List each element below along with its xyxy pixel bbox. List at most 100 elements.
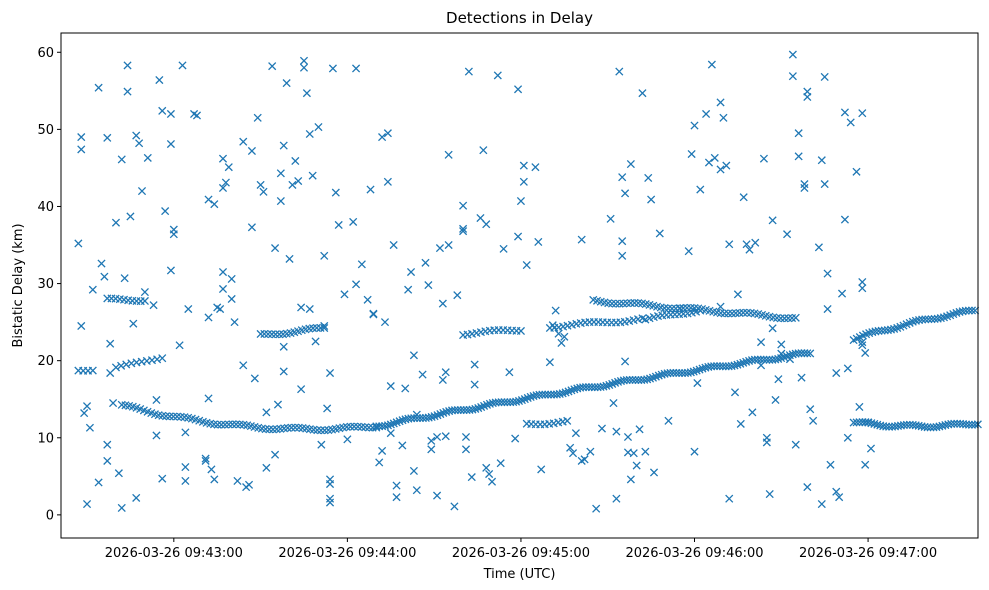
- detection-point: [748, 408, 757, 417]
- detection-point: [369, 309, 378, 318]
- track-point: [964, 420, 974, 429]
- detection-point: [218, 284, 228, 294]
- detection-point: [618, 251, 627, 260]
- track-point: [165, 412, 174, 421]
- detection-point: [114, 469, 123, 478]
- track-point: [882, 422, 891, 431]
- detection-point: [82, 402, 92, 411]
- track-point: [645, 374, 655, 383]
- detection-point: [690, 121, 699, 130]
- track-point: [791, 313, 800, 322]
- detection-point: [169, 225, 178, 234]
- detection-point: [218, 267, 228, 277]
- detection-point: [314, 123, 323, 132]
- track-point: [275, 330, 284, 339]
- detection-point: [626, 475, 635, 484]
- detection-point: [103, 133, 112, 142]
- detection-point: [435, 244, 445, 253]
- detection-point: [250, 374, 259, 383]
- track-point: [538, 390, 547, 399]
- detection-point: [710, 153, 719, 162]
- track-point: [350, 422, 359, 431]
- track-point: [516, 326, 526, 336]
- track-point: [630, 298, 639, 308]
- detection-point: [675, 304, 685, 313]
- detection-point: [279, 141, 288, 150]
- track-point: [383, 421, 393, 430]
- track-point: [654, 371, 663, 380]
- track-point: [555, 389, 564, 399]
- detection-point: [742, 240, 751, 249]
- detection-point: [441, 432, 450, 441]
- detection-point: [820, 72, 829, 82]
- detection-point: [479, 146, 488, 155]
- detection-point: [320, 251, 329, 260]
- detection-point: [519, 177, 528, 186]
- track-point: [427, 412, 436, 422]
- track-point: [784, 314, 793, 323]
- detection-point: [181, 463, 190, 472]
- detection-point: [247, 146, 256, 156]
- detection-point: [623, 432, 633, 442]
- track-point: [217, 420, 226, 429]
- detection-point: [794, 152, 803, 161]
- detection-point: [317, 440, 326, 449]
- detection-point: [771, 395, 780, 405]
- detection-point: [464, 67, 473, 76]
- detection-point: [291, 156, 300, 166]
- x-tick-label: 2026-03-26 09:46:00: [625, 546, 763, 561]
- detection-point: [832, 368, 841, 378]
- track-point: [970, 420, 979, 429]
- detection-point: [271, 244, 280, 253]
- track-point: [424, 413, 433, 422]
- track-point: [153, 355, 162, 364]
- track-point: [287, 423, 296, 432]
- detection-point: [745, 245, 754, 254]
- track-point: [169, 412, 178, 421]
- track-point: [380, 421, 390, 430]
- detection-point: [97, 259, 106, 268]
- detection-point: [534, 237, 543, 246]
- detection-point: [586, 447, 595, 456]
- detection-point: [513, 232, 523, 241]
- detection-point: [612, 427, 621, 436]
- detection-point: [809, 416, 818, 425]
- track-point: [442, 407, 451, 416]
- track-point: [921, 315, 930, 324]
- detection-point: [161, 207, 170, 216]
- track-point: [967, 306, 977, 315]
- detection-point: [378, 446, 387, 455]
- detection-point: [797, 373, 806, 382]
- detection-point: [207, 465, 216, 474]
- detection-point: [412, 410, 421, 419]
- detection-point: [406, 267, 416, 277]
- detection-point: [259, 187, 268, 196]
- detection-point: [551, 306, 560, 315]
- detection-point: [320, 321, 329, 331]
- track-point: [228, 420, 237, 429]
- detection-point: [768, 216, 777, 225]
- track-point: [312, 323, 321, 332]
- detection-point: [840, 215, 849, 224]
- track-point: [902, 420, 911, 429]
- detection-point: [823, 304, 832, 314]
- detection-point: [132, 131, 141, 140]
- detection-point: [106, 339, 115, 348]
- detection-point: [459, 201, 468, 210]
- track-point: [731, 309, 740, 318]
- track-point: [611, 299, 620, 308]
- track-point: [720, 309, 729, 318]
- track-point: [735, 308, 744, 317]
- track-point: [886, 325, 896, 334]
- x-tick-label: 2026-03-26 09:44:00: [278, 546, 416, 561]
- track-point: [158, 354, 167, 363]
- track-point: [806, 349, 815, 358]
- detection-point: [716, 302, 725, 311]
- detection-point: [487, 477, 497, 486]
- detection-point: [832, 487, 841, 496]
- detection-point: [861, 348, 870, 358]
- detection-point: [299, 63, 309, 72]
- track-point: [320, 323, 329, 333]
- detection-point: [398, 441, 407, 450]
- detection-point: [615, 67, 624, 76]
